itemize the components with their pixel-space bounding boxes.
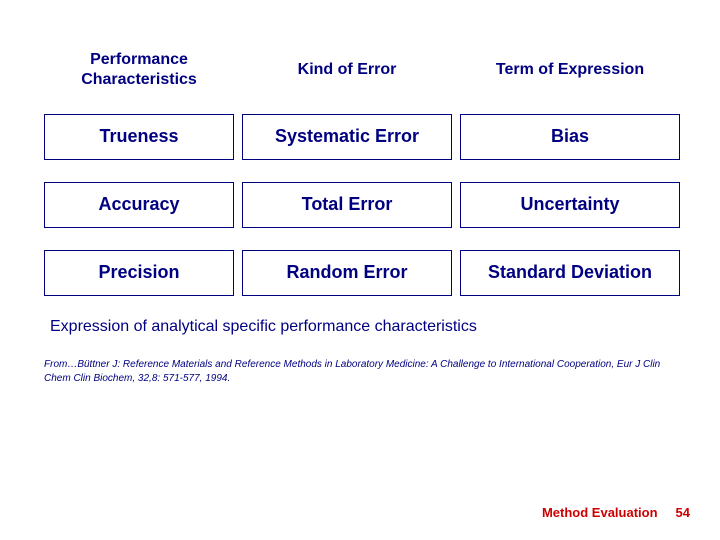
col-header-kind: Kind of Error — [242, 58, 452, 82]
cell-trueness: Trueness — [44, 114, 234, 160]
cell-random-error: Random Error — [242, 250, 452, 296]
footer-title: Method Evaluation — [542, 505, 658, 520]
caption-text: Expression of analytical specific perfor… — [44, 318, 676, 336]
cell-uncertainty: Uncertainty — [460, 182, 680, 228]
cell-bias: Bias — [460, 114, 680, 160]
col-header-term: Term of Expression — [460, 58, 680, 82]
cell-total-error: Total Error — [242, 182, 452, 228]
citation-text: From…Büttner J: Reference Materials and … — [44, 358, 676, 385]
footer: Method Evaluation 54 — [542, 505, 690, 520]
col-header-performance: Performance Characteristics — [44, 48, 234, 92]
footer-page-number: 54 — [676, 505, 690, 520]
cell-standard-deviation: Standard Deviation — [460, 250, 680, 296]
cell-precision: Precision — [44, 250, 234, 296]
characteristics-table: Performance Characteristics Kind of Erro… — [44, 48, 676, 296]
slide: Performance Characteristics Kind of Erro… — [0, 0, 720, 540]
cell-accuracy: Accuracy — [44, 182, 234, 228]
cell-systematic-error: Systematic Error — [242, 114, 452, 160]
